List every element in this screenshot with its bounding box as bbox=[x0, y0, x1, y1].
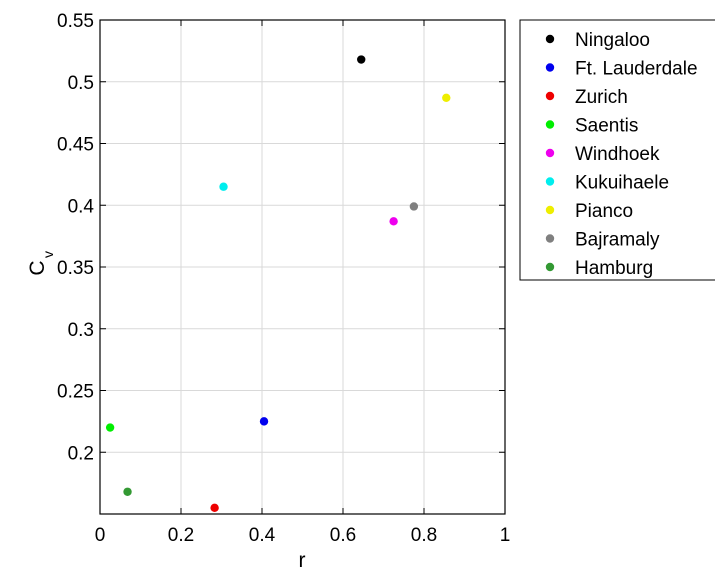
legend-entry-label: Ningaloo bbox=[575, 30, 650, 51]
legend-entry-label: Saentis bbox=[575, 116, 638, 137]
y-tick-label: 0.4 bbox=[68, 196, 95, 217]
grid-lines bbox=[100, 20, 505, 514]
y-tick-label: 0.55 bbox=[57, 11, 94, 32]
legend-entry-label: Windhoek bbox=[575, 144, 660, 165]
legend-entry-label: Pianco bbox=[575, 201, 633, 222]
y-tick-label: 0.35 bbox=[57, 258, 94, 279]
legend-marker bbox=[545, 34, 555, 44]
point-windhoek bbox=[389, 217, 398, 226]
x-tick-label: 0.6 bbox=[330, 525, 356, 546]
legend-marker bbox=[545, 148, 555, 158]
y-axis-ticks: 0.2 0.25 0.3 0.35 0.4 0.45 0.5 0.55 bbox=[57, 11, 505, 464]
point-zurich bbox=[210, 503, 219, 513]
point-ningaloo bbox=[357, 55, 366, 64]
svg-text:C: C bbox=[26, 260, 49, 275]
legend-entry-label: Kukuihaele bbox=[575, 173, 669, 194]
legend-marker bbox=[545, 120, 555, 129]
legend-marker bbox=[545, 177, 555, 186]
y-tick-label: 0.45 bbox=[57, 135, 94, 156]
point-bajramaly bbox=[409, 202, 419, 211]
x-tick-label: 0.8 bbox=[411, 525, 437, 546]
x-axis-label: r bbox=[299, 549, 306, 569]
legend-entry-label: Zurich bbox=[575, 87, 628, 108]
x-tick-label: 0.2 bbox=[168, 525, 194, 546]
y-axis-label-subscript: v bbox=[40, 251, 56, 258]
point-hamburg bbox=[123, 487, 132, 496]
legend-marker bbox=[545, 262, 555, 272]
y-axis-label: C v bbox=[26, 251, 56, 276]
legend: Ningaloo Ft. Lauderdale Zurich Saentis Windh… bbox=[519, 19, 715, 281]
y-tick-label: 0.3 bbox=[68, 320, 94, 341]
x-tick-label: 1 bbox=[500, 525, 511, 546]
x-axis-ticks: 0 0.2 0.4 0.6 0.8 1 bbox=[95, 20, 511, 546]
y-axis-label-main: C bbox=[26, 260, 49, 275]
point-saentis bbox=[105, 423, 115, 432]
y-tick-label: 0.25 bbox=[57, 382, 94, 403]
legend-entry-label: Ft. Lauderdale bbox=[575, 59, 698, 80]
y-tick-label: 0.5 bbox=[68, 73, 94, 94]
x-tick-label: 0 bbox=[95, 525, 106, 546]
legend-entry-label: Bajramaly bbox=[575, 230, 660, 251]
data-points bbox=[105, 55, 451, 513]
legend-marker bbox=[545, 91, 555, 101]
point-ft-lauderdale bbox=[259, 417, 269, 426]
x-tick-label: 0.4 bbox=[249, 525, 276, 546]
point-kukuihaele bbox=[219, 182, 228, 191]
legend-marker bbox=[545, 234, 555, 243]
legend-entry-label: Hamburg bbox=[575, 258, 653, 279]
point-pianco bbox=[442, 93, 451, 103]
legend-marker bbox=[545, 205, 555, 215]
legend-marker bbox=[545, 63, 555, 72]
y-tick-label: 0.2 bbox=[68, 443, 94, 464]
